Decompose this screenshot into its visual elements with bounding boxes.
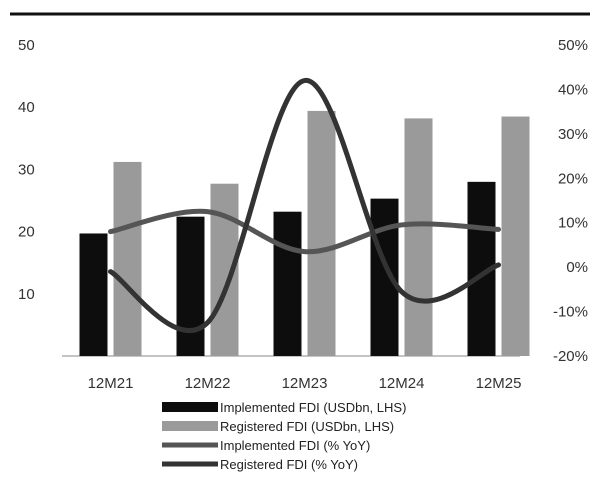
left-tick-label: 10 bbox=[18, 286, 35, 303]
right-tick-label: 50% bbox=[558, 37, 588, 54]
right-tick-label: 20% bbox=[558, 170, 588, 187]
right-tick-label: 30% bbox=[558, 126, 588, 143]
legend-swatch bbox=[162, 442, 218, 448]
left-tick-label: 30 bbox=[18, 161, 35, 178]
x-tick-label: 12M25 bbox=[476, 375, 522, 392]
right-axis-ticks: -20% -10% 0% 10% 20% 30% 40% 50% bbox=[553, 37, 588, 365]
left-tick-label: 20 bbox=[18, 224, 35, 241]
bar-registered-12m23 bbox=[307, 110, 336, 356]
legend: Implemented FDI (USDbn, LHS) Registered F… bbox=[162, 400, 406, 472]
legend-label: Implemented FDI (% YoY) bbox=[220, 438, 370, 453]
legend-swatch bbox=[162, 461, 218, 467]
legend-swatch bbox=[162, 402, 218, 412]
legend-label: Registered FDI (% YoY) bbox=[220, 457, 358, 472]
left-tick-label: 50 bbox=[18, 37, 35, 54]
lines-group bbox=[108, 78, 501, 333]
left-tick-label: 40 bbox=[18, 99, 35, 116]
left-axis-ticks: 10 20 30 40 50 bbox=[18, 37, 35, 303]
x-axis-ticks: 12M21 12M22 12M23 12M24 12M25 bbox=[88, 375, 522, 392]
bar-registered-12m24 bbox=[404, 118, 433, 356]
legend-label: Registered FDI (USDbn, LHS) bbox=[220, 419, 394, 434]
x-tick-label: 12M21 bbox=[88, 375, 134, 392]
bar-implemented-12m24 bbox=[370, 198, 399, 356]
bars-group bbox=[79, 110, 530, 356]
line-implemented-yoy bbox=[108, 208, 501, 255]
bar-registered-12m25 bbox=[501, 116, 530, 356]
right-tick-label: 10% bbox=[558, 215, 588, 232]
bar-implemented-12m21 bbox=[79, 233, 108, 356]
legend-swatch bbox=[162, 421, 218, 431]
right-tick-label: 0% bbox=[566, 259, 588, 276]
legend-label: Implemented FDI (USDbn, LHS) bbox=[220, 400, 406, 415]
right-tick-label: -20% bbox=[553, 348, 588, 365]
right-tick-label: 40% bbox=[558, 81, 588, 98]
line-registered-yoy bbox=[108, 78, 501, 333]
bar-implemented-12m22 bbox=[176, 216, 205, 356]
bar-registered-12m21 bbox=[113, 161, 142, 356]
bar-implemented-12m23 bbox=[273, 211, 302, 356]
x-tick-label: 12M24 bbox=[379, 375, 425, 392]
x-tick-label: 12M22 bbox=[185, 375, 231, 392]
x-tick-label: 12M23 bbox=[282, 375, 328, 392]
right-tick-label: -10% bbox=[553, 304, 588, 321]
